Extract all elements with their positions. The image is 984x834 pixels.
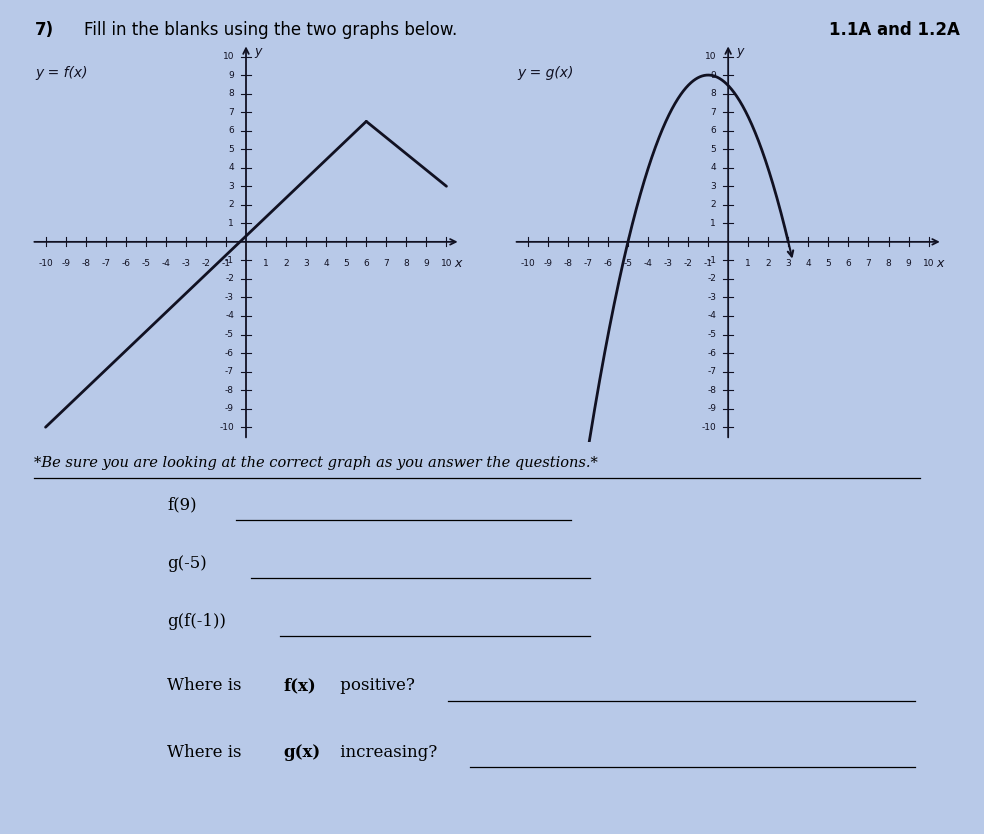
Text: -9: -9 (707, 404, 716, 413)
Text: 8: 8 (228, 89, 234, 98)
Text: 1.1A and 1.2A: 1.1A and 1.2A (829, 21, 959, 39)
Text: 2: 2 (766, 259, 771, 268)
Text: 1: 1 (710, 219, 716, 228)
Text: 10: 10 (923, 259, 935, 268)
Text: y = g(x): y = g(x) (518, 66, 574, 80)
Text: -6: -6 (707, 349, 716, 358)
Text: -7: -7 (101, 259, 110, 268)
Text: -2: -2 (684, 259, 693, 268)
Text: -6: -6 (225, 349, 234, 358)
Text: 9: 9 (710, 71, 716, 79)
Text: -5: -5 (707, 330, 716, 339)
Text: 5: 5 (228, 144, 234, 153)
Text: -7: -7 (584, 259, 592, 268)
Text: -2: -2 (707, 274, 716, 284)
Text: g(-5): g(-5) (167, 555, 207, 571)
Text: g(x): g(x) (283, 744, 321, 761)
Text: -2: -2 (225, 274, 234, 284)
Text: 7: 7 (866, 259, 872, 268)
Text: 7: 7 (228, 108, 234, 117)
Text: x: x (454, 257, 461, 269)
Text: f(x): f(x) (283, 677, 316, 694)
Text: -1: -1 (221, 259, 230, 268)
Text: -4: -4 (707, 311, 716, 320)
Text: 8: 8 (710, 89, 716, 98)
Text: -7: -7 (707, 367, 716, 376)
Text: 8: 8 (403, 259, 409, 268)
Text: y: y (736, 45, 744, 58)
Text: 8: 8 (886, 259, 892, 268)
Text: 3: 3 (303, 259, 309, 268)
Text: -8: -8 (225, 385, 234, 394)
Text: -5: -5 (624, 259, 633, 268)
Text: -1: -1 (704, 259, 712, 268)
Text: 9: 9 (228, 71, 234, 79)
Text: -9: -9 (61, 259, 70, 268)
Text: -1: -1 (707, 256, 716, 265)
Text: 10: 10 (441, 259, 453, 268)
Text: -3: -3 (225, 293, 234, 302)
Text: -8: -8 (707, 385, 716, 394)
Text: 5: 5 (343, 259, 349, 268)
Text: 4: 4 (806, 259, 811, 268)
Text: *Be sure you are looking at the correct graph as you answer the questions.*: *Be sure you are looking at the correct … (34, 456, 598, 470)
Text: -5: -5 (225, 330, 234, 339)
Text: 2: 2 (283, 259, 289, 268)
Text: 10: 10 (705, 52, 716, 61)
Text: 9: 9 (905, 259, 911, 268)
Text: Fill in the blanks using the two graphs below.: Fill in the blanks using the two graphs … (84, 21, 457, 39)
Text: y: y (254, 45, 262, 58)
Text: -4: -4 (225, 311, 234, 320)
Text: 3: 3 (228, 182, 234, 191)
Text: Where is: Where is (167, 744, 247, 761)
Text: 2: 2 (710, 200, 716, 209)
Text: -9: -9 (225, 404, 234, 413)
Text: 1: 1 (263, 259, 269, 268)
Text: -10: -10 (38, 259, 53, 268)
Text: -9: -9 (543, 259, 552, 268)
Text: -10: -10 (702, 423, 716, 432)
Text: g(f(-1)): g(f(-1)) (167, 613, 226, 630)
Text: f(9): f(9) (167, 496, 197, 513)
Text: -10: -10 (219, 423, 234, 432)
Text: 9: 9 (423, 259, 429, 268)
Text: -7: -7 (225, 367, 234, 376)
Text: Where is: Where is (167, 677, 247, 694)
Text: 6: 6 (845, 259, 851, 268)
Text: 10: 10 (222, 52, 234, 61)
Text: -5: -5 (142, 259, 151, 268)
Text: positive?: positive? (335, 677, 414, 694)
Text: 7: 7 (384, 259, 390, 268)
Text: 2: 2 (228, 200, 234, 209)
Text: x: x (936, 257, 944, 269)
Text: 5: 5 (826, 259, 831, 268)
Text: 4: 4 (228, 163, 234, 173)
Text: 1: 1 (745, 259, 751, 268)
Text: 3: 3 (785, 259, 791, 268)
Text: 7): 7) (34, 21, 53, 39)
Text: 4: 4 (710, 163, 716, 173)
Text: -2: -2 (202, 259, 211, 268)
Text: y = f(x): y = f(x) (35, 66, 88, 80)
Text: -3: -3 (707, 293, 716, 302)
Text: increasing?: increasing? (335, 744, 437, 761)
Text: 7: 7 (710, 108, 716, 117)
Text: 6: 6 (363, 259, 369, 268)
Text: -8: -8 (81, 259, 91, 268)
Text: -4: -4 (161, 259, 170, 268)
Text: -6: -6 (603, 259, 612, 268)
Text: 6: 6 (710, 126, 716, 135)
Text: -4: -4 (644, 259, 652, 268)
Text: -8: -8 (563, 259, 573, 268)
Text: -10: -10 (521, 259, 535, 268)
Text: -3: -3 (663, 259, 672, 268)
Text: -1: -1 (225, 256, 234, 265)
Text: 4: 4 (324, 259, 329, 268)
Text: -6: -6 (121, 259, 130, 268)
Text: 3: 3 (710, 182, 716, 191)
Text: 5: 5 (710, 144, 716, 153)
Text: 6: 6 (228, 126, 234, 135)
Text: -3: -3 (181, 259, 190, 268)
Text: 1: 1 (228, 219, 234, 228)
